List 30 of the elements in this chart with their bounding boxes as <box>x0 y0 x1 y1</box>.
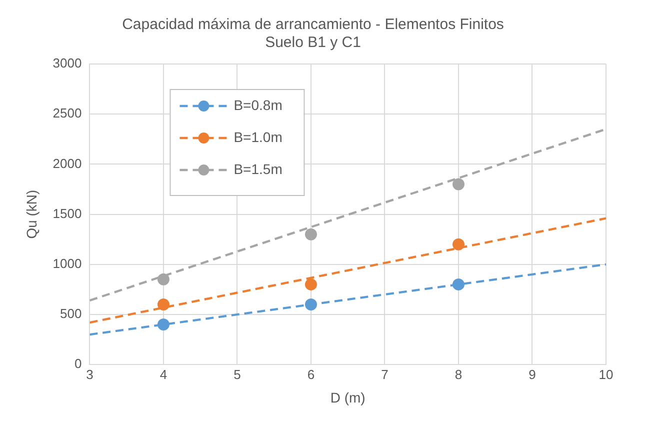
y-tick-label: 2500 <box>52 106 82 121</box>
point <box>452 238 464 250</box>
legend-label: B=1.0m <box>234 128 282 145</box>
x-tick-label: 10 <box>598 366 614 382</box>
y-axis-title: Qu (kN) <box>23 190 40 239</box>
x-axis-title: D (m) <box>330 389 366 406</box>
x-tick-label: 9 <box>528 366 536 382</box>
point <box>452 178 464 190</box>
y-tick-label: 0 <box>74 356 82 372</box>
point <box>157 318 170 331</box>
x-tick-label: 8 <box>454 366 462 382</box>
point <box>157 298 170 310</box>
chart-title: Capacidad máxima de arrancamiento - Elementos Finitos Suelo B1 y C1 <box>122 16 504 52</box>
x-tick-label: 5 <box>234 366 241 382</box>
point <box>157 273 170 286</box>
y-tick-label: 1500 <box>52 206 82 221</box>
y-tick-label: 3000 <box>52 56 82 71</box>
legend-label: B=1.5m <box>234 160 282 177</box>
y-tick-label: 1000 <box>52 256 82 271</box>
x-tick-label: 4 <box>160 366 168 382</box>
y-tick-label: 2000 <box>52 156 82 171</box>
point <box>304 228 317 240</box>
point <box>304 298 317 310</box>
x-tick-label: 6 <box>307 366 315 382</box>
point <box>304 278 317 290</box>
x-tick-label: 7 <box>381 366 388 382</box>
y-tick-label: 500 <box>60 306 82 322</box>
x-tick-label: 3 <box>86 366 94 382</box>
legend-label: B=0.8m <box>234 96 282 113</box>
point <box>452 278 464 290</box>
